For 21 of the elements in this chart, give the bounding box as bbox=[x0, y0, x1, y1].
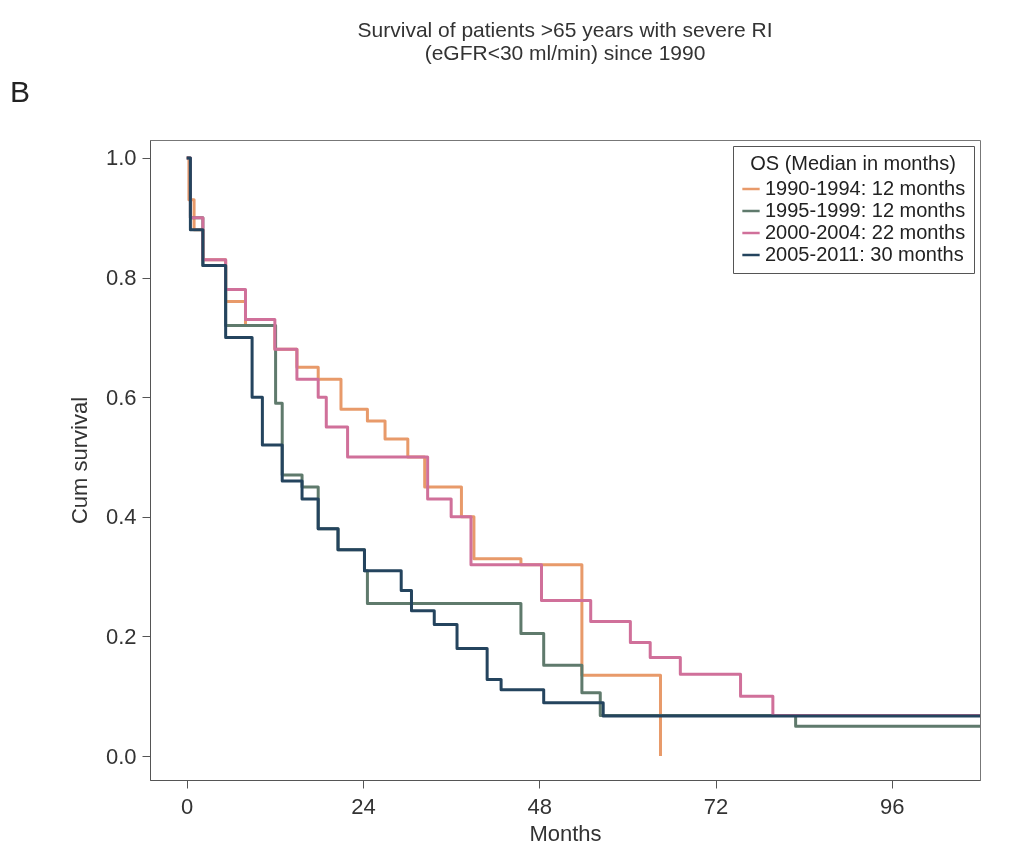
text: (eGFR<30 ml/min) since 1990 bbox=[424, 41, 706, 64]
text: B bbox=[10, 75, 31, 108]
legend-label: 1995-1999: 12 months bbox=[765, 199, 966, 221]
x-axis-title: Months bbox=[529, 820, 602, 846]
legend-label: 2005-2011: 30 months bbox=[765, 243, 964, 265]
text: Survival of patients >65 years with severe RI bbox=[357, 18, 773, 41]
y-tick-label: 0.8 bbox=[105, 265, 137, 291]
y-tick-label: 0.2 bbox=[105, 623, 137, 649]
x-tick-label: 0 bbox=[181, 793, 194, 819]
x-tick-label: 48 bbox=[527, 793, 553, 819]
y-tick-label: 0.0 bbox=[105, 743, 137, 769]
y-tick-label: 1.0 bbox=[105, 145, 137, 171]
y-axis-title: Cum survival bbox=[66, 396, 92, 525]
legend-label: 2000-2004: 22 months bbox=[765, 221, 966, 243]
x-tick-label: 72 bbox=[703, 793, 729, 819]
x-tick-label: 96 bbox=[880, 793, 905, 819]
y-tick-label: 0.6 bbox=[105, 384, 137, 410]
y-tick-label: 0.4 bbox=[105, 504, 137, 530]
legend-title: OS (Median in months) bbox=[750, 152, 956, 174]
x-tick-label: 24 bbox=[351, 793, 376, 819]
legend-label: 1990-1994: 12 months bbox=[765, 177, 966, 199]
